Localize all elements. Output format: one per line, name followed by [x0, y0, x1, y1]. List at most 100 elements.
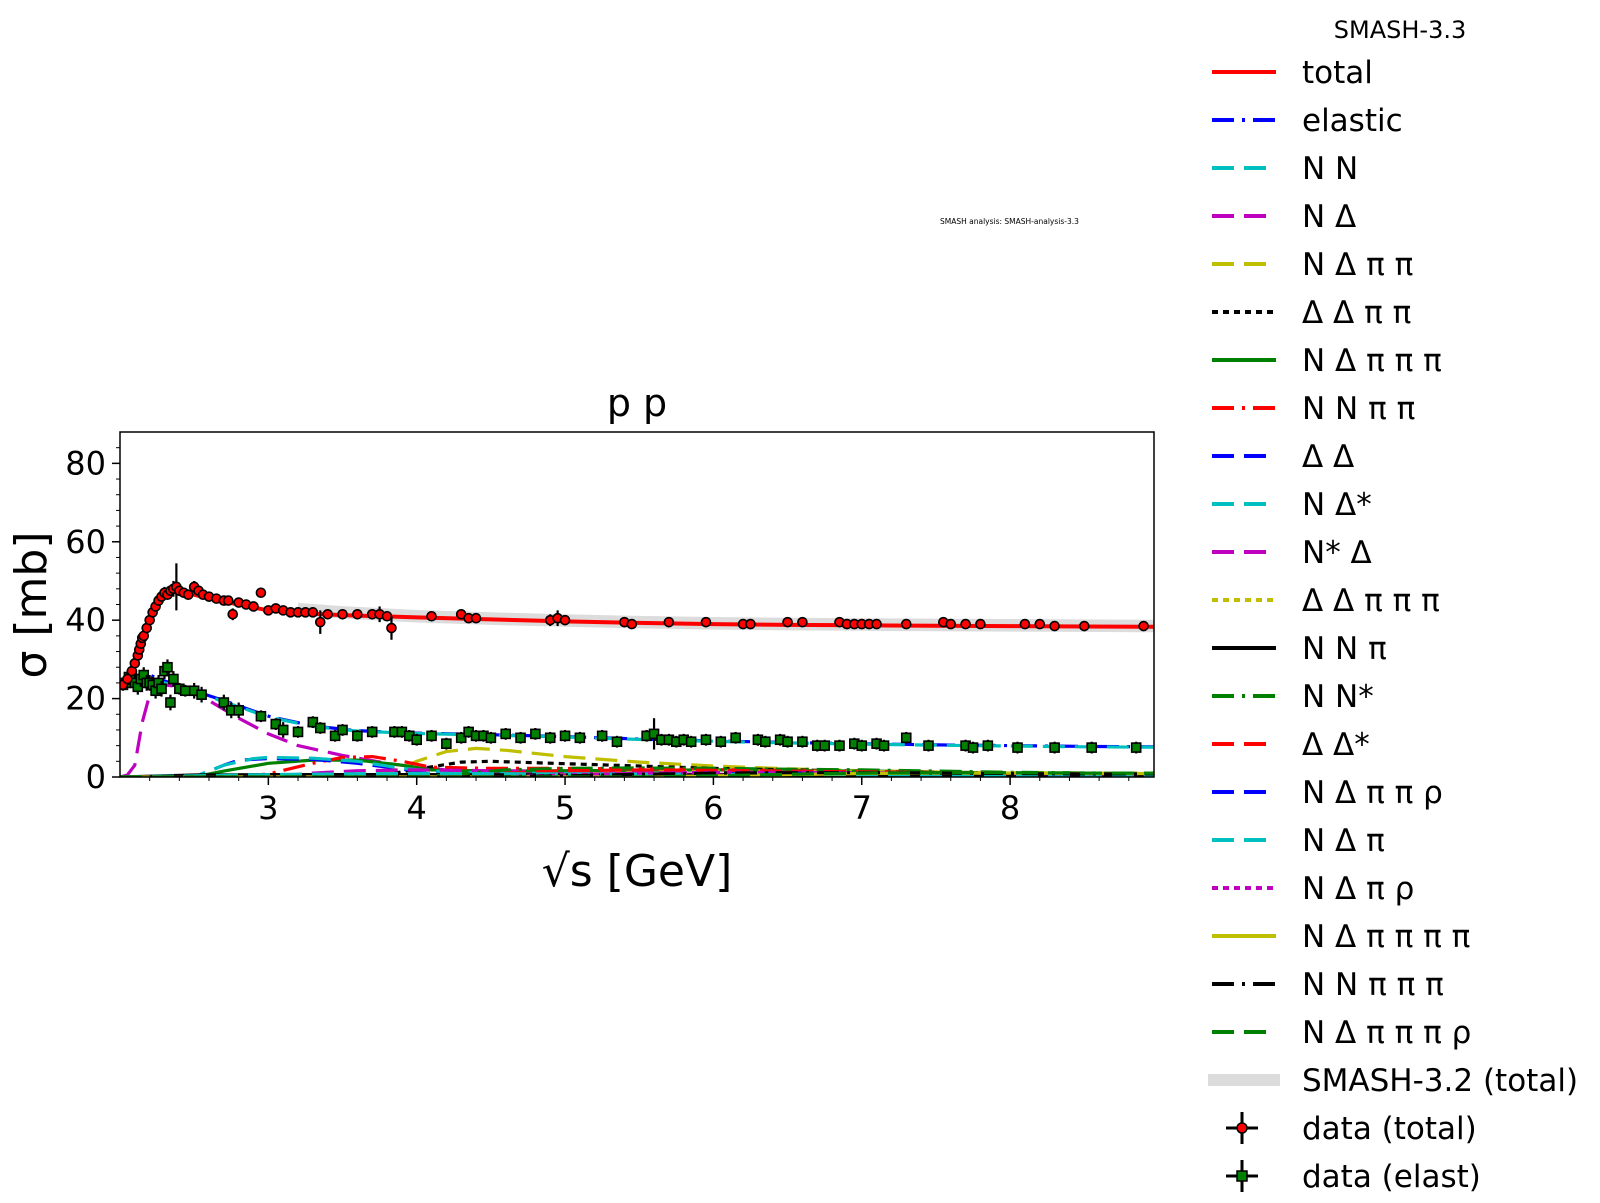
legend-entry: N N* [1212, 679, 1374, 715]
data-elast-point [179, 685, 191, 697]
data-elast-point [515, 732, 526, 744]
data-elast-point [782, 736, 793, 748]
legend-label: N N π π [1302, 391, 1415, 427]
data-total-point [700, 616, 712, 628]
data-elast-point [715, 736, 727, 748]
legend-label: N Δ π π π π [1302, 919, 1470, 955]
x-axis-label: √s [GeV] [542, 846, 733, 897]
legend-label: Δ Δ [1302, 439, 1354, 475]
data-elast-point [292, 726, 304, 738]
legend-label: N N* [1302, 679, 1374, 715]
legend-entry: N Δ [1212, 199, 1356, 235]
data-elast-point [900, 732, 912, 744]
data-elast-point [168, 673, 179, 685]
data-total-point [322, 609, 333, 620]
legend-label: N Δ* [1302, 487, 1372, 523]
data-total-point [386, 622, 397, 634]
data-elast-point [574, 732, 586, 744]
data-total-point [871, 618, 882, 630]
legend: total elastic N N N Δ N Δ π π Δ Δ π π N Δ π π … [1208, 55, 1578, 1195]
x-tick-label: 8 [1000, 789, 1020, 827]
data-elast-point [255, 710, 267, 722]
data-elast-point [700, 734, 712, 746]
data-elast-point [196, 689, 207, 700]
y-axis-label: σ [mb] [6, 532, 57, 679]
legend-entry: N N π π π [1212, 967, 1444, 1003]
data-elast-point [596, 730, 608, 742]
data-total-point [975, 618, 986, 630]
legend-entry: elastic [1212, 103, 1403, 139]
legend-entry: data (elast) [1226, 1159, 1481, 1195]
legend-label: SMASH-3.2 (total) [1302, 1063, 1578, 1099]
data-total-point [122, 673, 133, 685]
data-total-point [1034, 618, 1046, 630]
legend-label: N Δ π π π [1302, 343, 1442, 379]
y-tick-label: 20 [65, 680, 106, 718]
data-total-point [222, 595, 234, 606]
legend-entry: Δ Δ [1212, 439, 1354, 475]
data-total-point [255, 587, 267, 599]
x-tick-label: 5 [555, 789, 575, 827]
data-total-point [314, 616, 326, 628]
plot-area [120, 563, 1154, 777]
data-elast-point [411, 734, 423, 746]
legend-entry: N Δ π [1212, 823, 1385, 859]
data-elast-point [730, 732, 741, 744]
data-total-point [337, 609, 348, 620]
legend-entry: N N π [1212, 631, 1387, 667]
y-tick-label: 40 [65, 601, 106, 639]
legend-label: Δ Δ π π π [1302, 583, 1440, 619]
data-elast-point [156, 683, 167, 695]
data-total-point [307, 607, 319, 618]
x-tick-label: 4 [407, 789, 427, 827]
data-elast-point [819, 740, 830, 751]
data-elast-point [559, 730, 571, 742]
data-elast-point [878, 740, 890, 751]
legend-entry: N Δ π π π [1212, 343, 1442, 379]
data-elast-point [530, 728, 541, 740]
data-elast-point [856, 740, 868, 751]
legend-entry: N Δ π π π π [1212, 919, 1470, 955]
data-elast-point [834, 740, 845, 751]
legend-marker [1236, 1122, 1248, 1134]
data-elast-point [337, 724, 348, 736]
y-tick-label: 80 [65, 444, 106, 482]
data-elast-point [544, 732, 556, 744]
data-elast-point [648, 728, 660, 740]
data-total-point [182, 589, 194, 600]
annotation-text: SMASH analysis: SMASH-analysis-3.3 [940, 217, 1079, 226]
y-tick-label: 60 [65, 523, 106, 561]
y-tick-label: 0 [86, 758, 106, 796]
legend-entry: N* Δ [1212, 535, 1372, 571]
data-elast-point [500, 728, 512, 740]
data-elast-point [277, 724, 289, 736]
data-elast-point [307, 716, 319, 728]
data-elast-point [441, 738, 452, 749]
data-elast-point [426, 730, 437, 742]
legend-label: N Δ [1302, 199, 1356, 235]
data-elast-point [982, 740, 994, 751]
x-tick-label: 6 [703, 789, 723, 827]
legend-label: N Δ π π [1302, 247, 1413, 283]
data-elast-point [1130, 742, 1142, 753]
data-elast-point [455, 732, 467, 744]
series-line-n- [120, 771, 1154, 777]
data-total-point [1049, 620, 1060, 632]
legend-entry: N Δ π ρ [1212, 871, 1414, 907]
data-elast-point [165, 697, 176, 708]
data-total-point [960, 618, 971, 630]
data-total-point [745, 618, 756, 630]
legend-label: data (elast) [1302, 1159, 1481, 1195]
data-total-point [900, 618, 912, 630]
legend-entry: Δ Δ* [1212, 727, 1370, 763]
x-tick-label: 3 [258, 789, 278, 827]
data-total-point [352, 609, 363, 620]
data-elast-point [352, 730, 363, 742]
legend-label: elastic [1302, 103, 1403, 139]
legend-entry: N Δ π π [1212, 247, 1413, 283]
data-total-point [381, 610, 393, 622]
data-elast-point [1049, 742, 1060, 753]
legend-entry: data (total) [1226, 1111, 1477, 1147]
data-elast-point [967, 742, 979, 753]
